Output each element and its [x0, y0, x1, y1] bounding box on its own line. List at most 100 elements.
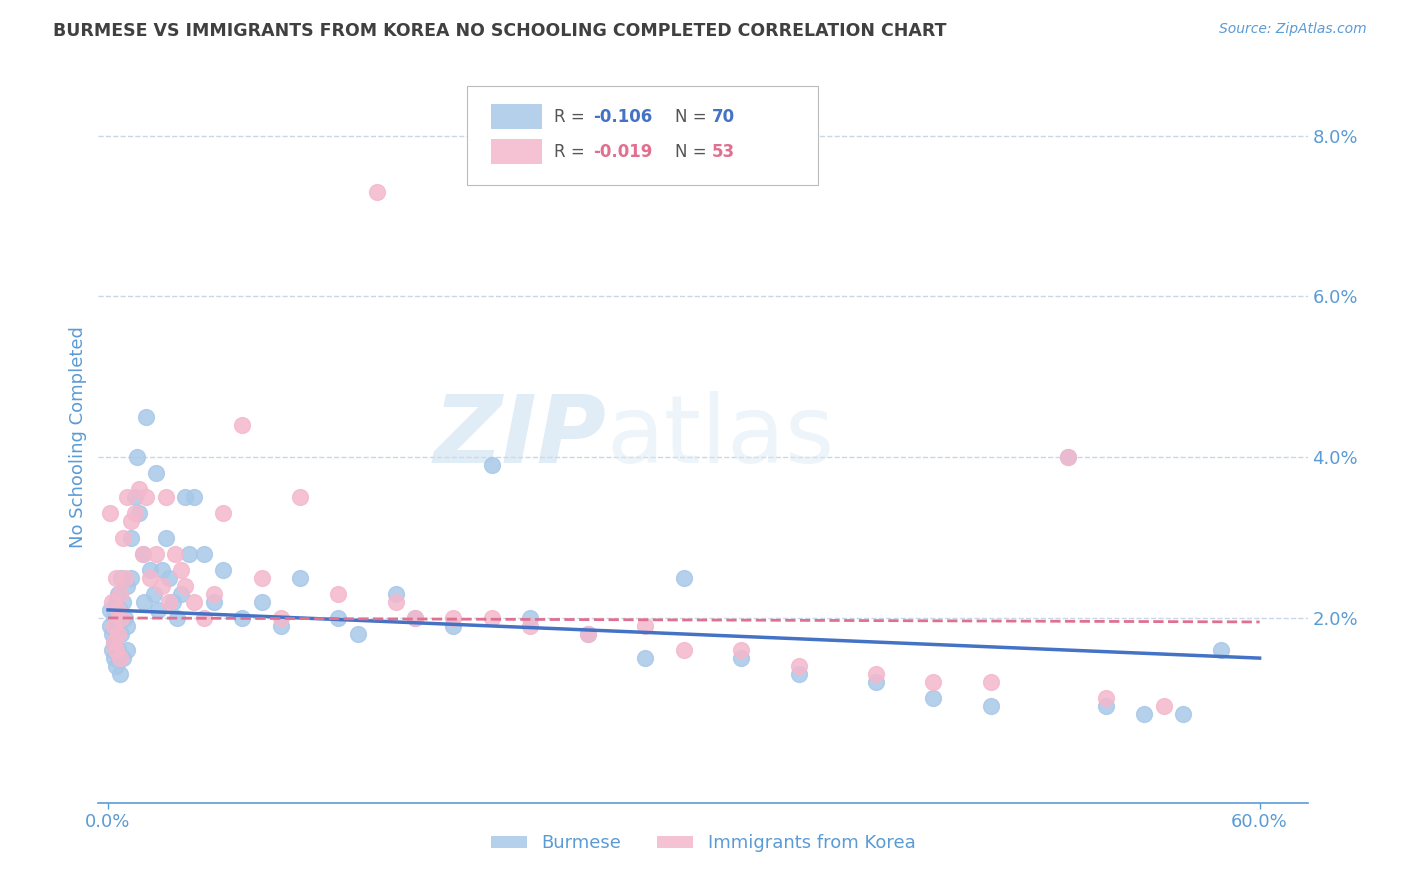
Point [104, 595, 127, 609]
Text: Source: ZipAtlas.com: Source: ZipAtlas.com [1219, 22, 1367, 37]
Point [404, 611, 426, 625]
Point [672, 643, 695, 657]
Point [107, 643, 129, 657]
Point [124, 491, 146, 505]
Point [101, 595, 124, 609]
Text: R =: R = [554, 108, 591, 126]
Point [576, 627, 599, 641]
Point [922, 691, 945, 706]
Point [634, 651, 657, 665]
Point [250, 595, 273, 609]
Point [346, 627, 368, 641]
Point [980, 675, 1002, 690]
Text: R =: R = [554, 143, 591, 161]
Point [115, 643, 138, 657]
Point [730, 643, 752, 657]
Point [385, 595, 408, 609]
Text: ZIP: ZIP [433, 391, 606, 483]
Point [124, 507, 146, 521]
Point [865, 675, 887, 690]
Point [328, 587, 350, 601]
Point [125, 450, 148, 465]
Point [288, 571, 311, 585]
Point [104, 659, 127, 673]
Point [110, 627, 132, 641]
Point [1133, 707, 1156, 722]
Point [120, 531, 142, 545]
Point [104, 571, 127, 585]
Point [128, 483, 150, 497]
Point [443, 619, 465, 633]
Point [108, 587, 131, 601]
Point [134, 595, 156, 609]
Point [288, 491, 311, 505]
Point [108, 603, 131, 617]
Point [328, 611, 350, 625]
Point [145, 467, 167, 481]
Text: -0.019: -0.019 [593, 143, 652, 161]
Point [115, 619, 138, 633]
Point [212, 563, 235, 577]
Point [145, 547, 167, 561]
Point [107, 627, 129, 641]
Point [173, 491, 195, 505]
Point [270, 619, 292, 633]
Point [170, 563, 193, 577]
Point [170, 587, 193, 601]
Point [98, 603, 121, 617]
Point [443, 611, 465, 625]
Point [139, 563, 162, 577]
Point [1211, 643, 1233, 657]
Point [576, 627, 599, 641]
Point [865, 667, 887, 681]
Point [159, 595, 181, 609]
Point [103, 635, 125, 649]
Point [110, 611, 132, 625]
Text: -0.106: -0.106 [593, 108, 652, 126]
Point [212, 507, 235, 521]
Point [101, 643, 124, 657]
Point [103, 651, 125, 665]
Point [672, 571, 695, 585]
Text: BURMESE VS IMMIGRANTS FROM KOREA NO SCHOOLING COMPLETED CORRELATION CHART: BURMESE VS IMMIGRANTS FROM KOREA NO SCHO… [53, 22, 946, 40]
Point [120, 515, 142, 529]
Point [103, 619, 125, 633]
Point [202, 587, 225, 601]
Point [366, 185, 388, 199]
Text: 53: 53 [711, 143, 734, 161]
Point [231, 611, 253, 625]
Point [787, 667, 810, 681]
Point [150, 563, 173, 577]
Point [107, 587, 129, 601]
Point [519, 619, 541, 633]
FancyBboxPatch shape [492, 139, 543, 164]
Point [1095, 691, 1118, 706]
Point [165, 547, 187, 561]
Point [634, 619, 657, 633]
Point [519, 611, 541, 625]
Point [112, 651, 135, 665]
Point [162, 595, 184, 609]
Point [120, 571, 142, 585]
Y-axis label: No Schooling Completed: No Schooling Completed [69, 326, 87, 548]
Point [177, 547, 200, 561]
Point [193, 547, 215, 561]
Point [150, 579, 173, 593]
Point [103, 611, 125, 625]
Point [250, 571, 273, 585]
Point [114, 611, 136, 625]
Point [115, 491, 138, 505]
Point [115, 579, 138, 593]
Point [404, 611, 426, 625]
Point [107, 603, 129, 617]
Point [231, 417, 253, 432]
Point [173, 579, 195, 593]
Point [103, 635, 125, 649]
Point [159, 571, 181, 585]
Text: N =: N = [675, 108, 711, 126]
Point [110, 571, 132, 585]
Point [1153, 699, 1175, 714]
Point [155, 531, 177, 545]
Point [193, 611, 215, 625]
Point [481, 611, 503, 625]
